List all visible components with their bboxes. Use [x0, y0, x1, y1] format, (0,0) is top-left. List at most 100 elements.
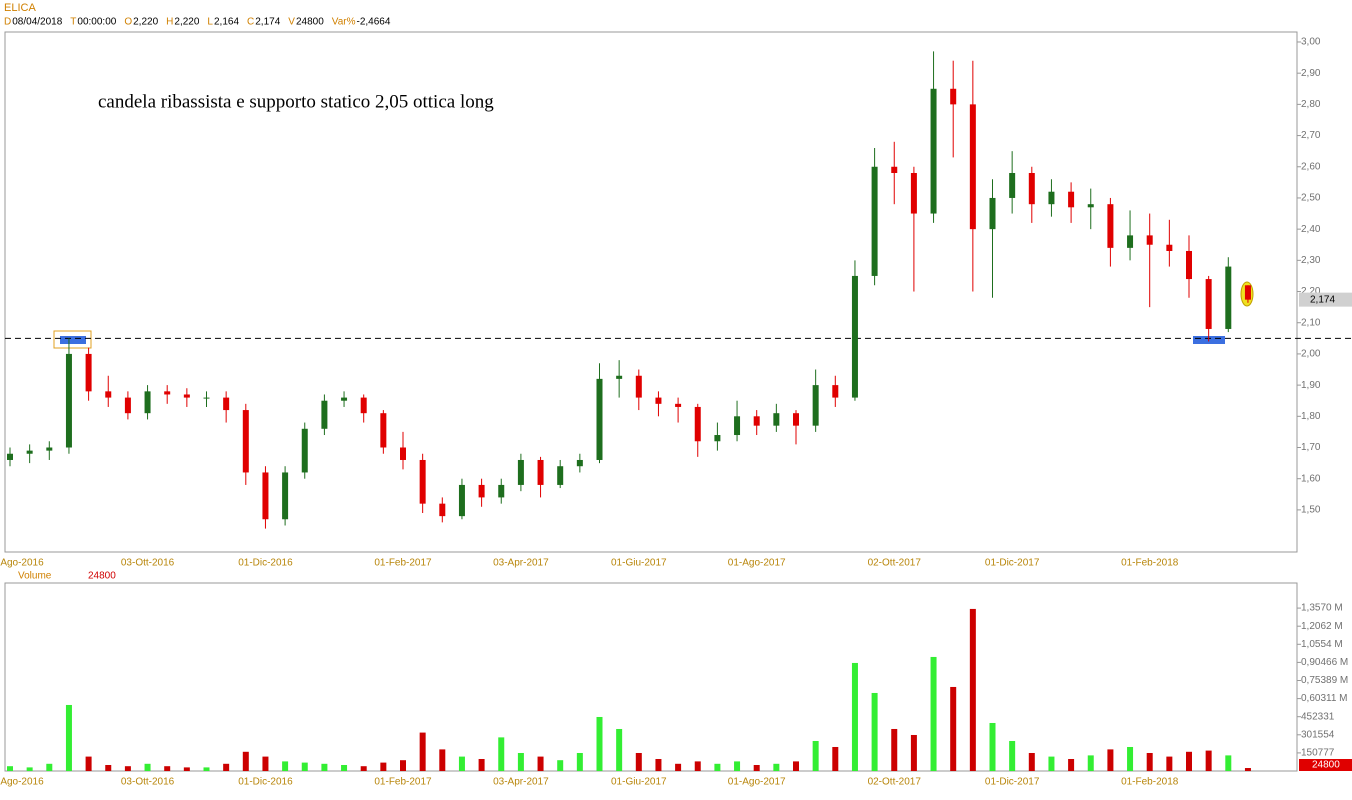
y-tick-label: 2,50 [1301, 193, 1321, 204]
candle-body [1087, 204, 1094, 208]
y-tick-label: 0,75389 M [1301, 675, 1348, 686]
candle-body [380, 413, 387, 448]
header-value: 24800 [296, 17, 324, 28]
candle-body [537, 459, 544, 485]
header-value: 2,220 [133, 17, 158, 28]
header-label: H [166, 17, 173, 28]
y-tick-label: 1,50 [1301, 505, 1321, 516]
y-tick-label: 1,2062 M [1301, 621, 1343, 632]
volume-bar [301, 762, 308, 771]
volume-bar [105, 764, 112, 771]
candle-body [46, 447, 53, 451]
candle-body [223, 397, 230, 411]
volume-bar [1244, 768, 1251, 771]
candle-body [1244, 285, 1251, 300]
volume-bar [124, 766, 131, 771]
last-volume-box [1299, 759, 1352, 771]
header-value: 2,174 [255, 17, 280, 28]
volume-bar [969, 608, 976, 771]
candle-body [498, 484, 505, 498]
y-tick-label: 452331 [1301, 711, 1335, 722]
volume-bar [930, 656, 937, 771]
x-tick-label: 02-Ott-2017 [868, 558, 922, 569]
volume-bar [1048, 756, 1055, 771]
candle-body [282, 472, 289, 520]
volume-bar [65, 704, 72, 771]
volume-bar [694, 761, 701, 771]
volume-bar [85, 756, 92, 771]
y-tick-label: 3,00 [1301, 37, 1321, 48]
volume-bar [321, 763, 328, 771]
candle-body [812, 385, 819, 426]
chart-title: ELICA [4, 2, 36, 14]
volume-bar [223, 763, 230, 771]
volume-bar [557, 760, 564, 771]
volume-panel [4, 582, 1298, 772]
candle-body [557, 466, 564, 485]
candle-body [675, 403, 682, 407]
volume-bar [1225, 755, 1232, 771]
volume-bar [46, 763, 53, 771]
candle-body [1186, 250, 1192, 280]
candle-body [164, 391, 171, 395]
x-tick-label: 01-Ago-2017 [728, 558, 786, 569]
volume-bar [871, 692, 878, 771]
candle-body [1166, 244, 1173, 251]
volume-bar [242, 751, 249, 771]
volume-bar [1068, 758, 1075, 771]
volume-bar [458, 756, 465, 771]
volume-bar [616, 728, 623, 771]
x-tick-label: 03-Ott-2016 [121, 777, 175, 788]
candle-body [105, 391, 112, 398]
candle-body [910, 172, 917, 214]
y-tick-label: 1,3570 M [1301, 603, 1343, 614]
y-tick-label: 1,90 [1301, 380, 1321, 391]
candle-body [7, 453, 13, 460]
candle-body [203, 397, 210, 399]
y-tick-label: 2,90 [1301, 68, 1321, 79]
volume-bar [26, 767, 33, 771]
candle-body [635, 375, 642, 398]
volume-bar [734, 761, 741, 771]
volume-bar [950, 686, 957, 771]
volume-bar [1009, 740, 1016, 771]
volume-bar [380, 762, 387, 771]
candle-body [989, 197, 996, 230]
volume-bar [773, 763, 780, 771]
candle-body [262, 472, 269, 520]
candle-body [694, 406, 701, 442]
volume-bar [910, 734, 917, 771]
volume-value: 24800 [88, 571, 116, 582]
x-tick-label: 01-Feb-2017 [374, 558, 432, 569]
y-tick-label: 150777 [1301, 748, 1335, 759]
volume-bar [1087, 755, 1094, 771]
volume-bar [282, 761, 289, 771]
volume-bar [832, 746, 839, 771]
volume-bar [360, 766, 367, 771]
y-tick-label: 1,60 [1301, 473, 1321, 484]
volume-bar [1166, 756, 1173, 771]
candle-body [576, 459, 583, 467]
volume-bar [812, 740, 819, 771]
volume-bar [989, 722, 996, 771]
last-volume-label: 24800 [1312, 760, 1340, 771]
candle-body [851, 275, 858, 398]
volume-bar [675, 763, 682, 771]
candle-body [793, 413, 799, 426]
x-tick-label: 01-Dic-2016 [238, 558, 293, 569]
y-tick-label: 2,80 [1301, 99, 1321, 110]
x-tick-label: 03-Apr-2017 [493, 558, 549, 569]
x-tick-label: 01-Feb-2017 [374, 777, 432, 788]
volume-bar [655, 758, 662, 771]
last-value-box [1299, 292, 1352, 307]
x-tick-label: 01-Ago-2017 [728, 777, 786, 788]
x-tick-label: 01-Giu-2017 [611, 777, 667, 788]
volume-bar [1205, 750, 1212, 771]
candle-body [655, 397, 662, 404]
x-tick-label: 03-Apr-2017 [493, 777, 549, 788]
candle-body [950, 88, 957, 105]
header: D 08/04/2018 T 00:00:00 O 2,220 H 2,220 L 2,164 C 2… [4, 17, 391, 28]
volume-bar [1127, 746, 1134, 771]
candle-body [360, 397, 367, 414]
